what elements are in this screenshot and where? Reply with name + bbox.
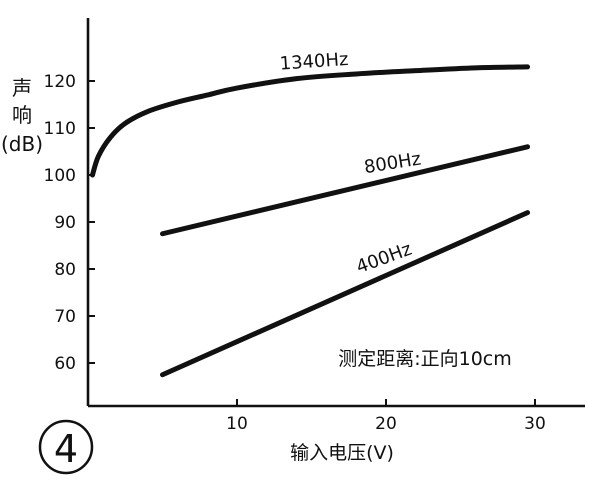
series-label: 400Hz bbox=[354, 239, 415, 278]
figure-number: 4 bbox=[54, 427, 78, 471]
y-tick-label: 120 bbox=[44, 72, 76, 92]
x-tick-label: 10 bbox=[226, 414, 248, 434]
y-tick-label: 110 bbox=[44, 119, 76, 139]
x-ticks: 10 20 30 bbox=[226, 399, 546, 434]
y-axis-label-line-1: 声 bbox=[12, 76, 32, 100]
series-line-2 bbox=[160, 210, 531, 378]
y-tick-label: 80 bbox=[54, 260, 76, 280]
y-ticks: 60 70 80 90 100 110 120 bbox=[44, 72, 95, 374]
y-tick-label: 60 bbox=[54, 354, 76, 374]
y-tick-label: 70 bbox=[54, 307, 76, 327]
series-line-0 bbox=[89, 64, 531, 178]
y-tick-label: 90 bbox=[54, 213, 76, 233]
y-axis-label-line-2: 响 bbox=[12, 103, 32, 127]
measurement-note: 测定距离:正向10cm bbox=[338, 348, 512, 370]
figure-number-badge: 4 bbox=[38, 419, 94, 475]
series-line-1 bbox=[160, 144, 531, 237]
x-tick-label: 20 bbox=[375, 414, 397, 434]
series-label: 1340Hz bbox=[279, 49, 349, 75]
y-axis-label-line-3: (dB) bbox=[1, 132, 43, 156]
x-axis-label: 输入电压(V) bbox=[290, 442, 394, 464]
x-tick-label: 30 bbox=[524, 414, 546, 434]
y-tick-label: 100 bbox=[44, 166, 76, 186]
